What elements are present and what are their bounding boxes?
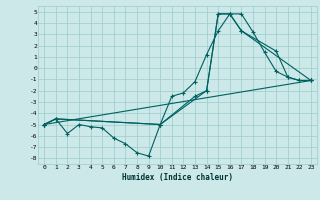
X-axis label: Humidex (Indice chaleur): Humidex (Indice chaleur) [122,173,233,182]
